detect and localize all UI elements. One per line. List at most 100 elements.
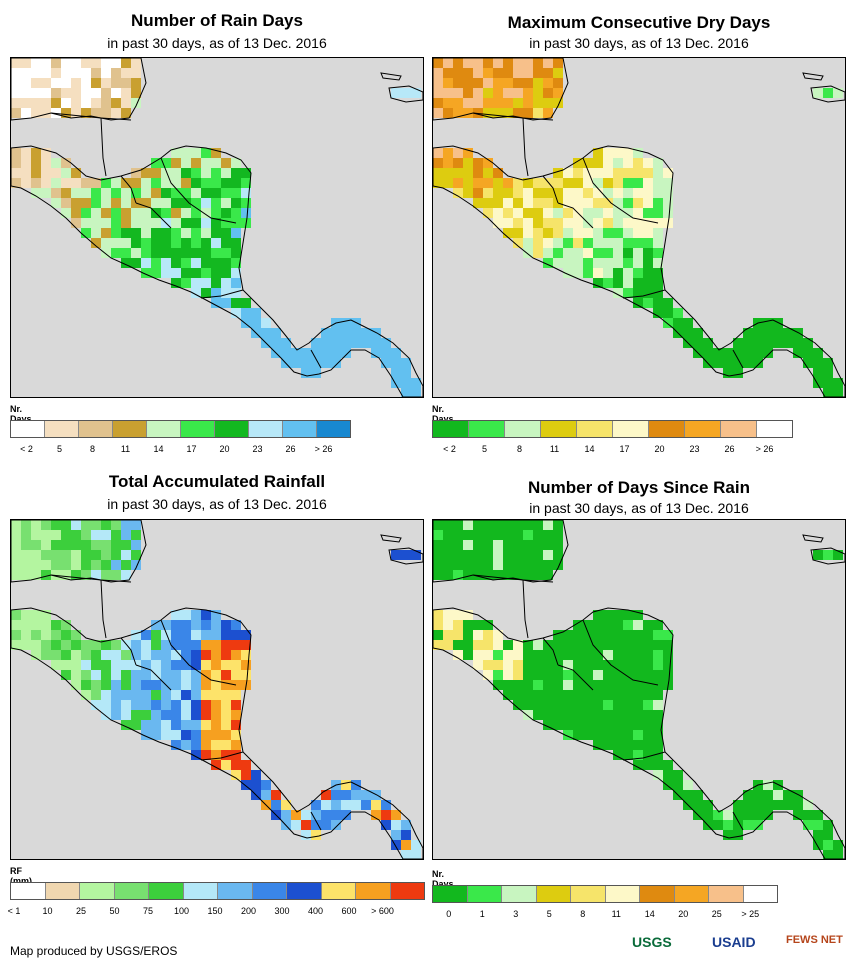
map-cell	[211, 760, 221, 770]
map-cell	[321, 348, 331, 358]
usaid-logo[interactable]: USAID	[712, 934, 756, 950]
map-cell	[111, 238, 121, 248]
legend-swatch	[218, 883, 253, 899]
map-cell	[51, 168, 61, 178]
map-cell	[231, 620, 241, 630]
map-cell	[603, 710, 613, 720]
map-cell	[21, 640, 31, 650]
map-cell	[201, 178, 211, 188]
map-cell	[583, 620, 593, 630]
map-cell	[633, 740, 643, 750]
map-cell	[613, 198, 623, 208]
map-cell	[191, 178, 201, 188]
map-cell	[41, 610, 51, 620]
map-cell	[653, 228, 663, 238]
map-cell	[181, 650, 191, 660]
map-cell	[573, 650, 583, 660]
map-cell	[833, 88, 843, 98]
map-cell	[703, 810, 713, 820]
map-cell	[81, 68, 91, 78]
usgs-logo[interactable]: USGS	[632, 934, 672, 950]
map-cell	[653, 670, 663, 680]
map-cell	[31, 98, 41, 108]
legend-label: 23	[689, 444, 700, 454]
map-cell	[583, 168, 593, 178]
map-cell	[71, 520, 81, 530]
map-cell	[181, 188, 191, 198]
map-cell	[181, 258, 191, 268]
map-cell	[61, 88, 71, 98]
map-cell	[443, 148, 453, 158]
map-cell	[151, 158, 161, 168]
map-grid	[11, 58, 421, 397]
map-cell	[61, 620, 71, 630]
fews-net-logo[interactable]: FEWS NET	[786, 934, 843, 946]
map-credit: Map produced by USGS/EROS	[10, 944, 178, 958]
map-cell	[633, 198, 643, 208]
map-cell	[743, 810, 753, 820]
map-cell	[11, 570, 21, 580]
map-cell	[503, 68, 513, 78]
map-cell	[563, 690, 573, 700]
map-cell	[613, 680, 623, 690]
map-cell	[473, 620, 483, 630]
map-cell	[391, 550, 401, 560]
map-cell	[331, 820, 341, 830]
map-cell	[231, 258, 241, 268]
map-cell	[121, 88, 131, 98]
map-cell	[161, 670, 171, 680]
map-cell	[71, 178, 81, 188]
map-cell	[121, 188, 131, 198]
map-cell	[553, 560, 563, 570]
legend-swatch	[709, 886, 744, 902]
map-cell	[653, 298, 663, 308]
map-cell	[271, 800, 281, 810]
legend-bar	[432, 885, 778, 903]
map-cell	[483, 660, 493, 670]
map-cell	[553, 720, 563, 730]
map-cell	[231, 228, 241, 238]
rainfall-map[interactable]	[10, 519, 424, 860]
map-cell	[533, 98, 543, 108]
map-cell	[181, 268, 191, 278]
map-cell	[613, 640, 623, 650]
map-cell	[503, 650, 513, 660]
map-cell	[231, 630, 241, 640]
map-cell	[573, 218, 583, 228]
map-cell	[463, 58, 473, 68]
map-cell	[503, 560, 513, 570]
map-cell	[101, 98, 111, 108]
map-cell	[111, 550, 121, 560]
map-cell	[241, 660, 251, 670]
map-cell	[141, 228, 151, 238]
map-cell	[533, 640, 543, 650]
map-cell	[31, 610, 41, 620]
map-cell	[181, 700, 191, 710]
days-since-rain-map[interactable]	[432, 519, 846, 860]
map-cell	[91, 58, 101, 68]
legend-title: RF (mm)	[10, 866, 32, 886]
map-cell	[91, 670, 101, 680]
map-cell	[513, 218, 523, 228]
map-cell	[603, 630, 613, 640]
map-cell	[523, 108, 533, 118]
map-cell	[221, 188, 231, 198]
rain-days-map[interactable]	[10, 57, 424, 398]
map-cell	[533, 700, 543, 710]
map-canvas	[11, 520, 423, 859]
legend-label: 300	[274, 906, 290, 916]
map-cell	[483, 208, 493, 218]
map-cell	[433, 178, 443, 188]
map-cell	[231, 750, 241, 760]
map-cell	[533, 238, 543, 248]
map-cell	[493, 680, 503, 690]
dry-days-map[interactable]	[432, 57, 846, 398]
map-cell	[613, 710, 623, 720]
map-cell	[543, 700, 553, 710]
map-cell	[91, 530, 101, 540]
map-cell	[121, 670, 131, 680]
legend-swatch	[685, 421, 721, 437]
map-cell	[171, 168, 181, 178]
map-cell	[613, 700, 623, 710]
map-cell	[483, 98, 493, 108]
